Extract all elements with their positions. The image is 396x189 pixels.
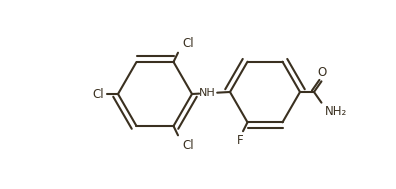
Text: NH₂: NH₂ (324, 105, 347, 118)
Text: NH: NH (199, 88, 215, 98)
Text: Cl: Cl (182, 139, 194, 152)
Text: F: F (237, 134, 244, 147)
Text: O: O (318, 66, 327, 79)
Text: Cl: Cl (182, 37, 194, 50)
Text: Cl: Cl (92, 88, 104, 101)
